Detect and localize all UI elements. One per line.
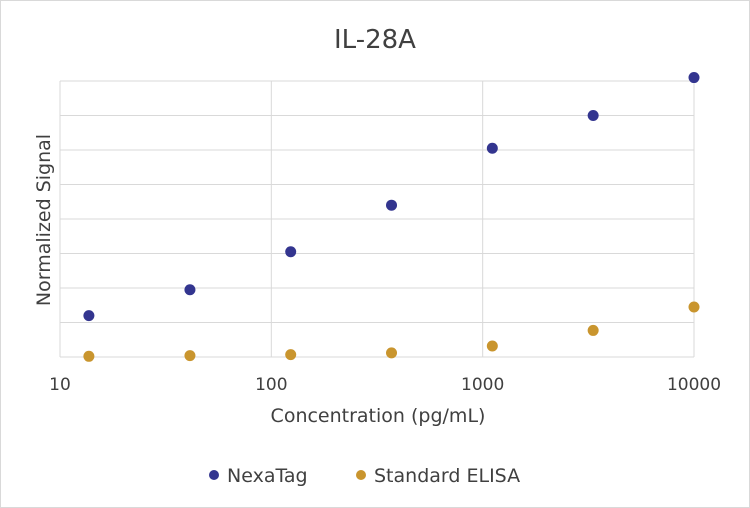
- point-series0-5: [587, 110, 599, 121]
- point-series1-3: [386, 347, 398, 359]
- legend-label-1: Standard ELISA: [374, 465, 520, 487]
- x-tick-label-2: 1000: [461, 375, 504, 395]
- point-series0-0: [83, 310, 95, 322]
- x-tick-label-1: 100: [255, 375, 287, 395]
- x-tick-labels: 10 100 1000 10000: [49, 375, 721, 395]
- chart-title: IL-28A: [334, 25, 416, 55]
- data-points: [83, 72, 700, 362]
- x-axis-label: Concentration (pg/mL): [271, 405, 486, 427]
- x-tick-label-3: 10000: [667, 375, 721, 395]
- point-series1-6: [688, 301, 700, 313]
- point-series1-2: [285, 349, 297, 361]
- point-series1-5: [587, 324, 599, 336]
- point-series0-4: [486, 142, 498, 154]
- y-axis-label: Normalized Signal: [33, 134, 55, 306]
- legend-marker-1: [356, 470, 366, 480]
- legend: NexaTag Standard ELISA: [209, 465, 520, 487]
- point-series0-2: [285, 246, 297, 258]
- legend-marker-0: [209, 470, 219, 480]
- point-series1-4: [486, 340, 498, 352]
- point-series1-0: [83, 350, 95, 362]
- x-tick-label-0: 10: [49, 375, 71, 395]
- point-series1-1: [184, 350, 196, 362]
- point-series0-6: [688, 72, 700, 84]
- point-series0-1: [184, 284, 196, 296]
- point-series0-3: [386, 199, 398, 211]
- grid-lines: [59, 80, 695, 358]
- legend-label-0: NexaTag: [227, 465, 308, 487]
